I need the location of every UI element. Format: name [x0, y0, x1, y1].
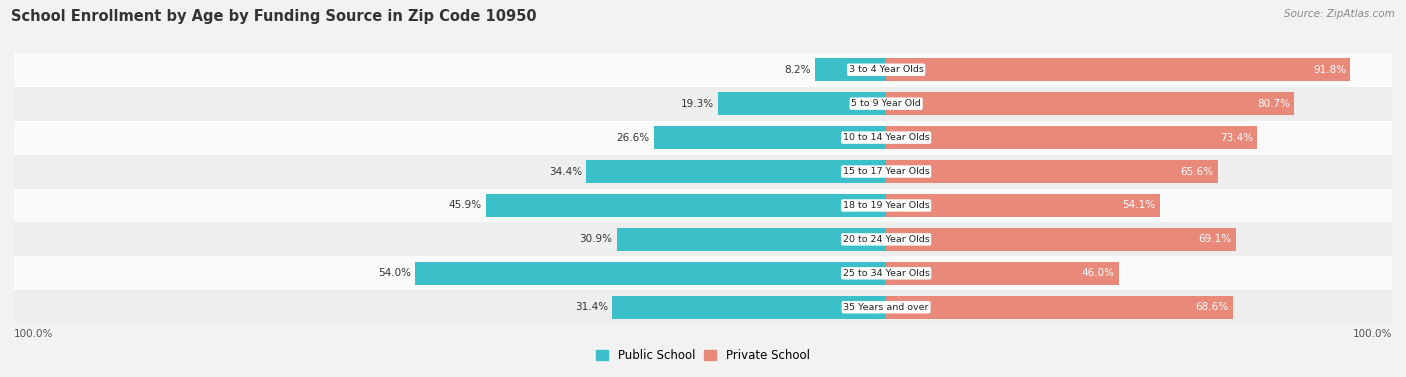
Bar	[886, 58, 1351, 81]
Bar	[14, 87, 1392, 121]
Bar	[415, 262, 886, 285]
Text: 73.4%: 73.4%	[1220, 133, 1253, 143]
Bar	[14, 121, 1392, 155]
Text: 45.9%: 45.9%	[449, 201, 481, 210]
Text: 10 to 14 Year Olds: 10 to 14 Year Olds	[842, 133, 929, 142]
Text: 8.2%: 8.2%	[783, 65, 810, 75]
Text: 54.1%: 54.1%	[1122, 201, 1156, 210]
Bar	[14, 188, 1392, 222]
Text: 54.0%: 54.0%	[378, 268, 411, 278]
Text: 46.0%: 46.0%	[1081, 268, 1115, 278]
Bar	[886, 296, 1233, 319]
Text: 18 to 19 Year Olds: 18 to 19 Year Olds	[842, 201, 929, 210]
Text: 31.4%: 31.4%	[575, 302, 607, 312]
Text: 35 Years and over: 35 Years and over	[844, 303, 929, 312]
Text: 3 to 4 Year Olds: 3 to 4 Year Olds	[849, 65, 924, 74]
Bar	[886, 228, 1236, 251]
Bar	[886, 92, 1295, 115]
Text: 5 to 9 Year Old: 5 to 9 Year Old	[851, 99, 921, 108]
Text: 100.0%: 100.0%	[14, 329, 53, 339]
Bar	[814, 58, 886, 81]
Text: Source: ZipAtlas.com: Source: ZipAtlas.com	[1284, 9, 1395, 20]
Text: 25 to 34 Year Olds: 25 to 34 Year Olds	[842, 269, 929, 278]
Bar	[886, 126, 1257, 149]
Text: 20 to 24 Year Olds: 20 to 24 Year Olds	[842, 235, 929, 244]
Legend: Public School, Private School: Public School, Private School	[592, 345, 814, 367]
Text: 69.1%: 69.1%	[1198, 234, 1232, 244]
Text: 91.8%: 91.8%	[1313, 65, 1346, 75]
Text: 15 to 17 Year Olds: 15 to 17 Year Olds	[842, 167, 929, 176]
Text: 30.9%: 30.9%	[579, 234, 612, 244]
Bar	[14, 222, 1392, 256]
Bar	[718, 92, 886, 115]
Text: 19.3%: 19.3%	[681, 99, 713, 109]
Bar	[886, 262, 1119, 285]
Bar	[654, 126, 886, 149]
Bar	[612, 296, 886, 319]
Bar	[886, 194, 1160, 217]
Text: 68.6%: 68.6%	[1195, 302, 1229, 312]
Text: 80.7%: 80.7%	[1257, 99, 1289, 109]
Bar	[617, 228, 886, 251]
Bar	[586, 160, 886, 183]
Bar	[14, 53, 1392, 87]
Bar	[14, 256, 1392, 290]
Bar	[886, 160, 1218, 183]
Bar	[14, 290, 1392, 324]
Text: 100.0%: 100.0%	[1353, 329, 1392, 339]
Text: School Enrollment by Age by Funding Source in Zip Code 10950: School Enrollment by Age by Funding Sour…	[11, 9, 537, 25]
Text: 34.4%: 34.4%	[548, 167, 582, 176]
Bar	[14, 155, 1392, 188]
Text: 65.6%: 65.6%	[1181, 167, 1213, 176]
Text: 26.6%: 26.6%	[617, 133, 650, 143]
Bar	[486, 194, 886, 217]
